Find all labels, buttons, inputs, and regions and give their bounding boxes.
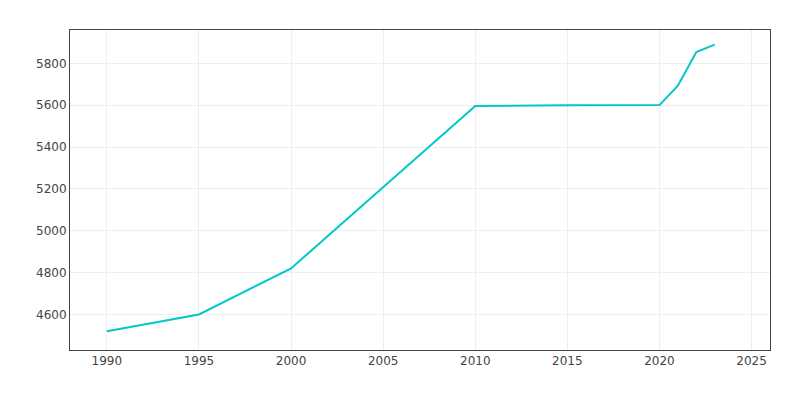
svg-text:2010: 2010 <box>460 354 491 368</box>
svg-text:5400: 5400 <box>36 140 67 154</box>
svg-text:4600: 4600 <box>36 308 67 322</box>
svg-text:2025: 2025 <box>736 354 767 368</box>
svg-text:2000: 2000 <box>276 354 307 368</box>
svg-text:2015: 2015 <box>552 354 583 368</box>
svg-text:5000: 5000 <box>36 224 67 238</box>
svg-text:5600: 5600 <box>36 98 67 112</box>
svg-text:5200: 5200 <box>36 182 67 196</box>
svg-text:1990: 1990 <box>92 354 123 368</box>
svg-text:1995: 1995 <box>184 354 215 368</box>
svg-text:5800: 5800 <box>36 57 67 71</box>
svg-text:2005: 2005 <box>368 354 399 368</box>
svg-text:2020: 2020 <box>644 354 675 368</box>
svg-text:4800: 4800 <box>36 266 67 280</box>
